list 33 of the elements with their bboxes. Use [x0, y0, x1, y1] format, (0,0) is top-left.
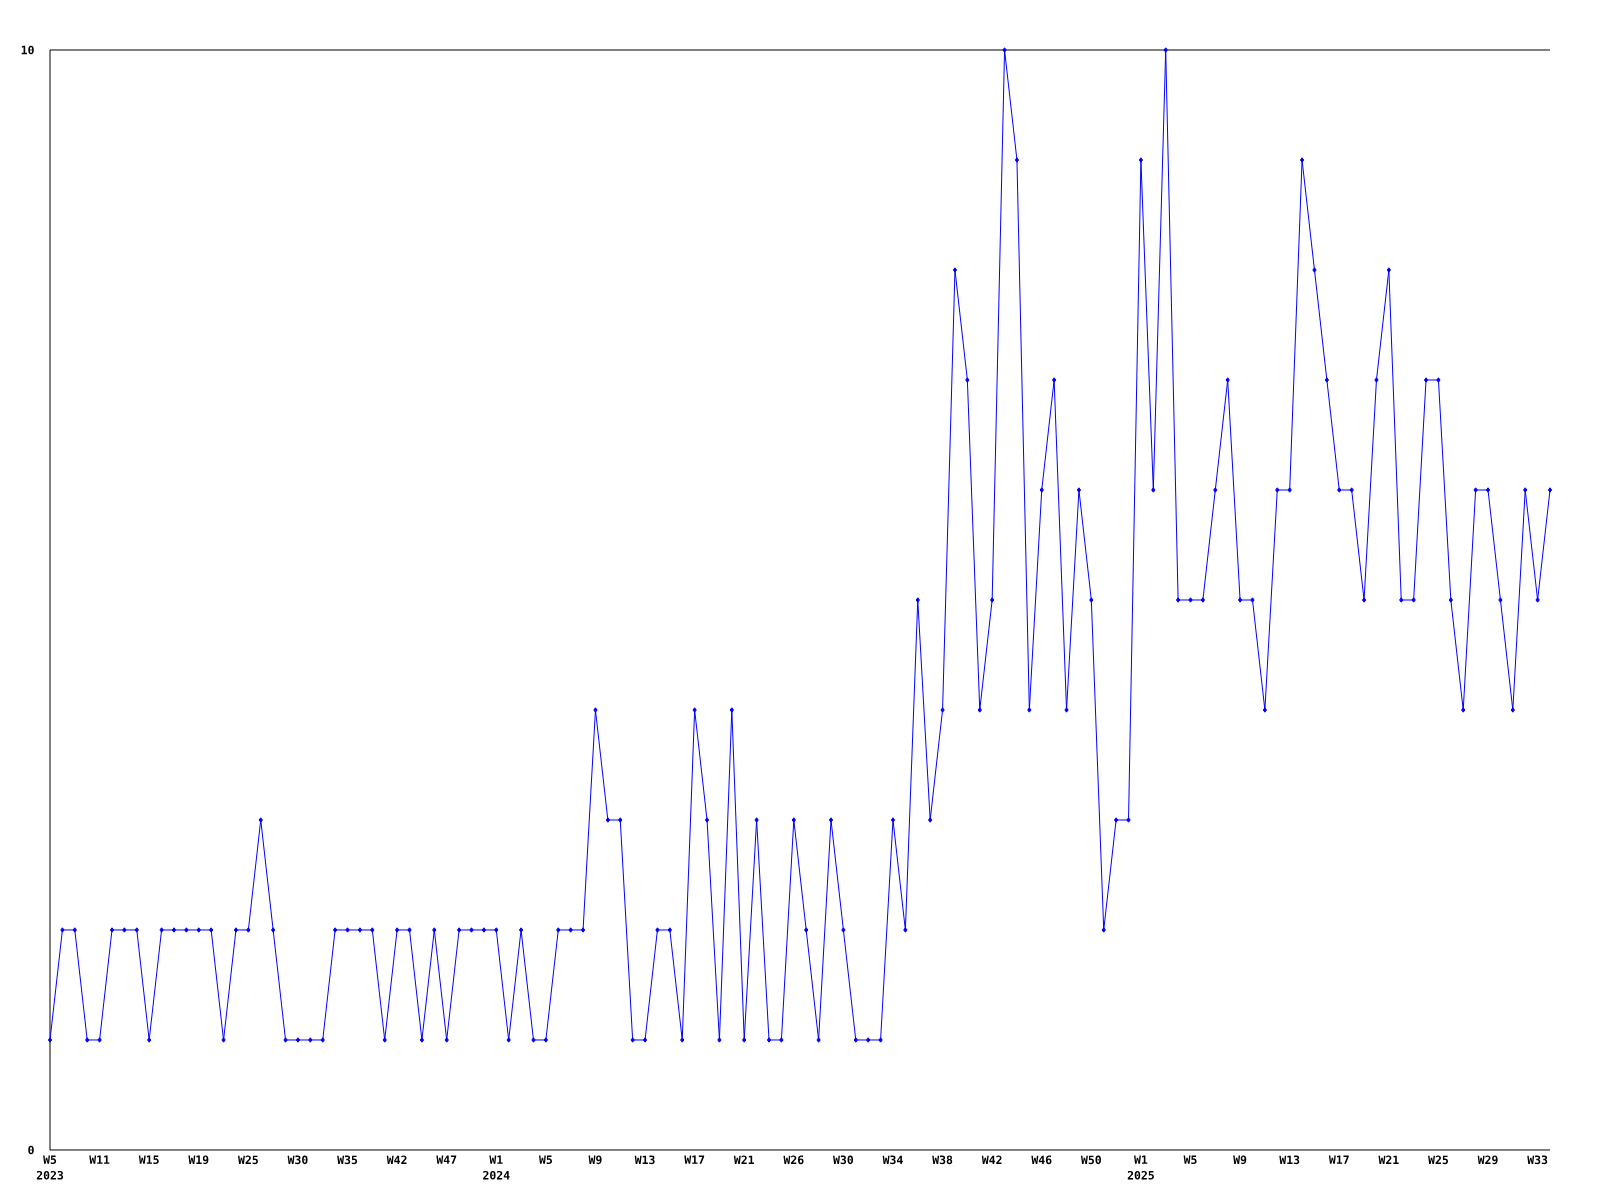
x-tick-label: W29 — [1477, 1155, 1498, 1165]
x-tick-label: W30 — [287, 1155, 308, 1165]
x-tick-label: W15 — [138, 1155, 159, 1165]
x-tick-label: W13 — [1279, 1155, 1300, 1165]
y-tick-label: 0 — [28, 1145, 34, 1155]
x-tick-label: W13 — [634, 1155, 655, 1165]
x-tick-label: W42 — [386, 1155, 407, 1165]
x-tick-label: W1 2025 — [1127, 1155, 1154, 1180]
x-tick-label: W9 — [588, 1155, 602, 1165]
x-tick-label: W30 — [833, 1155, 854, 1165]
x-tick-label: W26 — [783, 1155, 804, 1165]
x-tick-label: W47 — [436, 1155, 457, 1164]
x-tick-label: W46 — [1031, 1155, 1052, 1165]
x-tick-label: W17 — [684, 1155, 705, 1164]
x-tick-label: W42 — [981, 1155, 1002, 1165]
x-tick-label: W17 — [1328, 1155, 1349, 1164]
x-tick-label: W5 — [538, 1155, 552, 1165]
x-tick-label: W19 — [188, 1155, 209, 1165]
x-tick-label: W33 — [1527, 1155, 1548, 1165]
y-tick-label: 10 — [21, 45, 34, 55]
x-tick-label: W25 — [238, 1155, 258, 1165]
x-tick-label: W5 2023 — [36, 1155, 64, 1180]
x-tick-label: W38 — [932, 1155, 953, 1165]
x-tick-label: W1 2024 — [483, 1155, 510, 1180]
x-tick-label: W50 — [1080, 1155, 1101, 1165]
x-tick-label: W25 — [1428, 1155, 1449, 1165]
x-tick-label: W11 — [89, 1155, 110, 1164]
x-tick-label: W35 — [337, 1155, 358, 1165]
x-tick-label: W5 — [1183, 1155, 1197, 1165]
x-tick-label: W21 — [1378, 1155, 1399, 1165]
x-tick-label: W34 — [882, 1155, 903, 1165]
x-tick-label: W9 — [1233, 1155, 1247, 1165]
x-tick-label: W21 — [733, 1155, 755, 1165]
